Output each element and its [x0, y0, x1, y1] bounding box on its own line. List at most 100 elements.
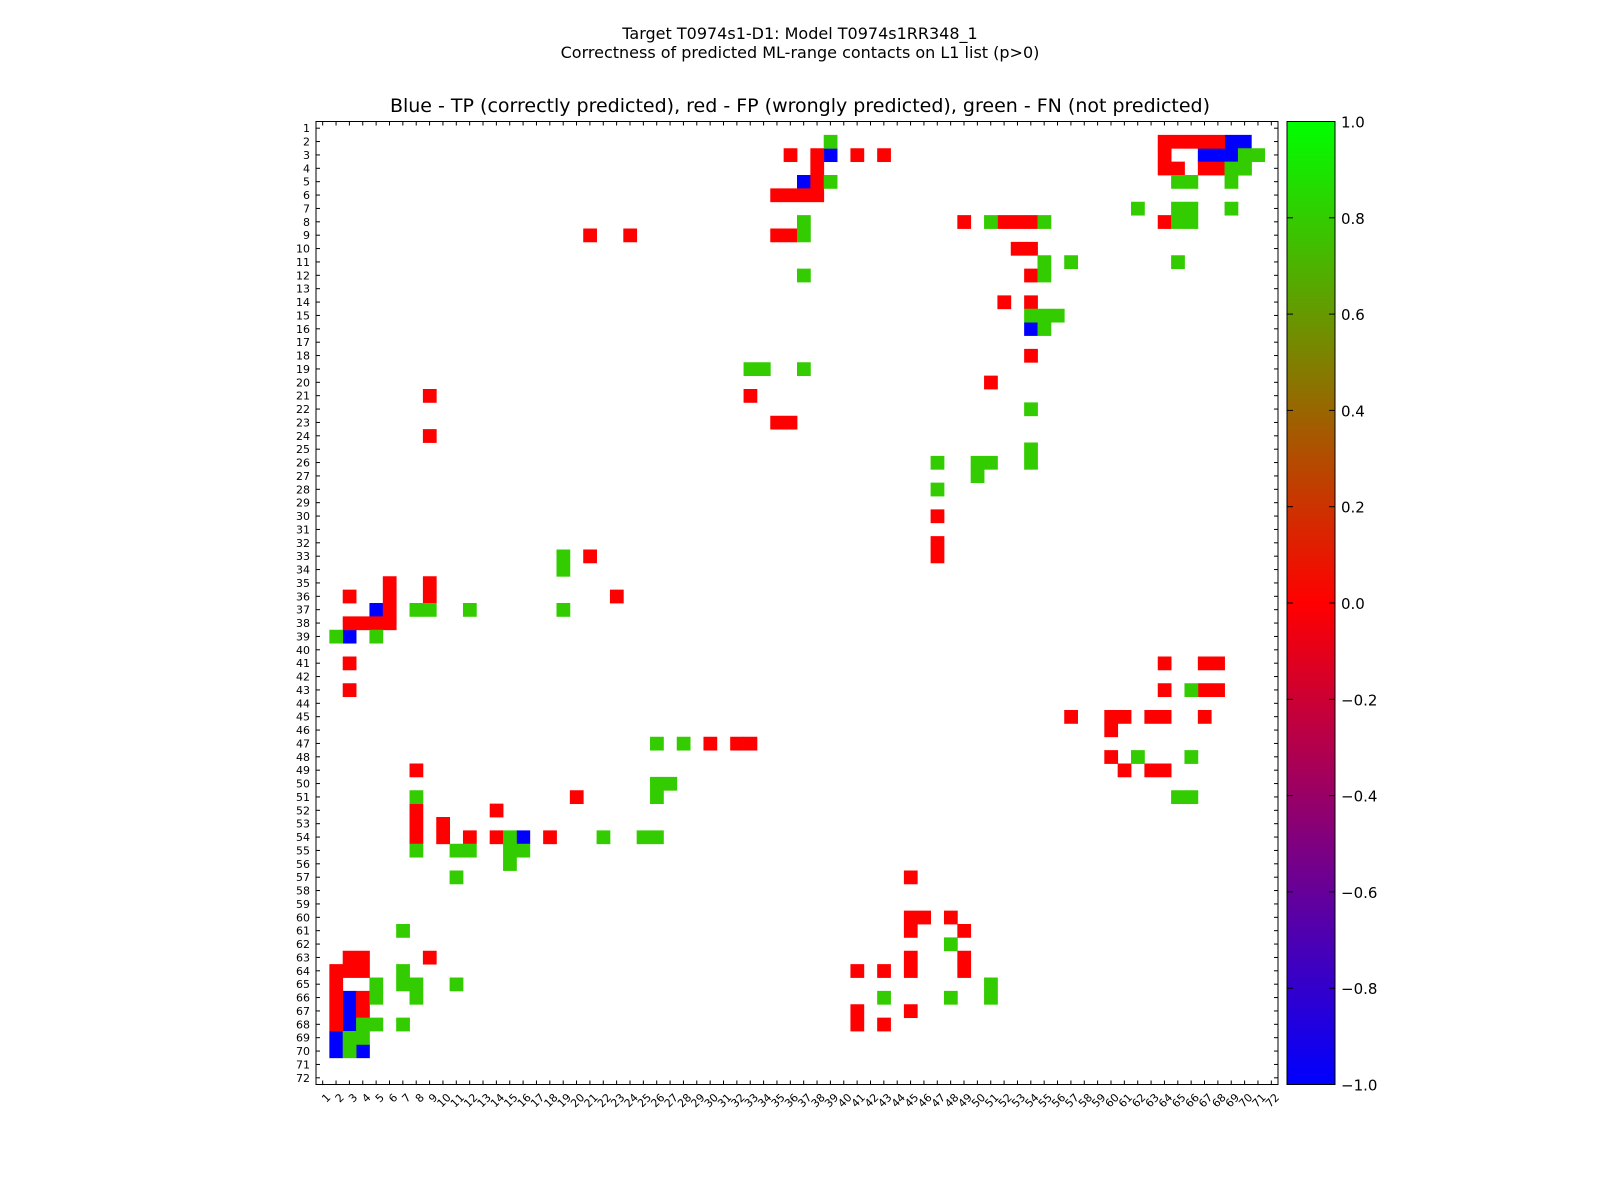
contact-cell-tp	[329, 1044, 344, 1059]
contact-cell-fp	[356, 950, 370, 965]
x-tick-label: 2	[333, 1091, 347, 1105]
x-axis: 1 2 3 4 5 6 7 8 91011121314151617181920212223242…	[319, 121, 1282, 1110]
contact-cell-fp	[1024, 295, 1038, 310]
y-tick-label: 64	[296, 965, 310, 978]
x-tick-label: 7	[399, 1091, 413, 1105]
contact-cell-fn	[1237, 148, 1252, 163]
y-tick-label: 37	[296, 604, 310, 617]
contact-cell-fn	[797, 362, 811, 377]
x-tick-label: 1	[319, 1091, 333, 1105]
contact-cell-fp	[743, 389, 758, 403]
contact-cell-fp	[730, 736, 744, 751]
y-tick-label: 42	[296, 671, 310, 684]
contact-cell-fp	[930, 509, 945, 524]
contact-cell-fp	[1064, 710, 1078, 724]
y-tick-label: 52	[296, 804, 310, 817]
contact-cell-fn	[409, 990, 424, 1005]
contact-cell-fp	[1157, 215, 1172, 229]
contact-cell-fn	[369, 977, 384, 992]
contact-cell-fn	[409, 790, 424, 805]
contact-cell-fn	[1037, 215, 1052, 229]
contact-cell-fn	[797, 228, 811, 243]
contact-cell-fn	[503, 843, 517, 858]
contact-cell-fp	[957, 950, 972, 965]
contact-cell-fp	[1157, 683, 1172, 698]
contact-cell-tp	[356, 1044, 370, 1059]
y-tick-label: 20	[296, 376, 310, 389]
y-tick-label: 50	[296, 778, 310, 791]
contact-cell-fp	[1157, 148, 1172, 163]
colorbar-tick-label: 0.0	[1341, 595, 1365, 613]
contact-cell-fp	[356, 616, 370, 631]
contact-cell-fn	[970, 469, 985, 484]
contact-cell-tp	[329, 1031, 344, 1045]
contact-cell-fn	[1184, 750, 1199, 764]
contact-cell-fn	[756, 362, 771, 377]
contact-cell-fn	[422, 603, 437, 617]
y-tick-label: 7	[303, 202, 310, 215]
y-tick-label: 9	[303, 229, 310, 242]
contact-cell-fp	[1197, 656, 1212, 671]
contact-cell-fp	[382, 576, 397, 591]
contact-cell-fp	[1211, 656, 1225, 671]
contact-cell-fn	[1184, 175, 1199, 189]
contact-cell-fp	[903, 1004, 918, 1019]
contact-cell-fn	[1184, 201, 1199, 216]
colorbar-tick-label: −0.4	[1341, 788, 1377, 806]
contact-cell-fp	[783, 188, 798, 203]
contact-cell-fn	[797, 268, 811, 283]
contact-cell-fn	[369, 1017, 384, 1032]
contact-cell-fn	[797, 215, 811, 229]
contact-cell-fn	[556, 562, 571, 577]
contact-cell-fp	[1144, 710, 1159, 724]
contact-cell-fp	[1024, 268, 1038, 283]
contact-cell-fn	[1037, 268, 1052, 283]
y-tick-label: 5	[303, 176, 310, 189]
contact-cell-fp	[1211, 134, 1225, 149]
contact-cell-fn	[1171, 201, 1185, 216]
contact-cell-fp	[569, 790, 584, 805]
contact-cell-fn	[636, 830, 651, 845]
contact-cell-fp	[382, 589, 397, 604]
contact-cell-fn	[1064, 255, 1078, 270]
contact-cell-fp	[783, 148, 798, 163]
contact-cell-fp	[1010, 215, 1025, 229]
y-tick-label: 21	[296, 390, 310, 403]
y-tick-label: 59	[296, 898, 310, 911]
y-tick-label: 36	[296, 590, 310, 603]
figure-suptitle-line2: Correctness of predicted ML-range contac…	[560, 43, 1040, 62]
contact-cell-fp	[1117, 763, 1132, 778]
contact-cell-fp	[1211, 161, 1225, 176]
contact-cell-fn	[1184, 790, 1199, 805]
contact-cell-fn	[342, 1031, 357, 1045]
contact-cell-fp	[783, 228, 798, 243]
y-tick-label: 67	[296, 1005, 310, 1018]
contact-cell-fn	[1224, 175, 1239, 189]
colorbar-tick-label: 0.6	[1341, 306, 1365, 324]
contact-cell-tp	[369, 603, 384, 617]
contact-cell-fp	[623, 228, 638, 243]
x-tick-label: 8	[413, 1091, 427, 1105]
y-tick-label: 30	[296, 510, 310, 523]
contact-cell-fp	[422, 576, 437, 591]
contact-cell-fp	[1197, 161, 1212, 176]
contact-cell-fn	[556, 549, 571, 564]
contact-cell-fn	[943, 990, 958, 1005]
contact-cell-fp	[342, 616, 357, 631]
contact-cell-fn	[1024, 442, 1038, 457]
y-tick-label: 12	[296, 269, 310, 282]
y-tick-label: 57	[296, 871, 310, 884]
contact-cell-fp	[943, 910, 958, 925]
contact-cell-fp	[543, 830, 557, 845]
contact-cell-fp	[329, 990, 344, 1005]
y-tick-label: 2	[303, 136, 310, 149]
contact-cell-fn	[1131, 201, 1145, 216]
contact-cell-fp	[850, 1004, 865, 1019]
contact-cell-fp	[810, 188, 825, 203]
y-tick-label: 13	[296, 283, 310, 296]
contact-cell-fp	[877, 1017, 891, 1032]
contact-cell-fn	[1171, 255, 1185, 270]
contact-cell-fn	[356, 1031, 370, 1045]
y-tick-label: 71	[296, 1058, 310, 1071]
contact-cell-fp	[810, 148, 825, 163]
